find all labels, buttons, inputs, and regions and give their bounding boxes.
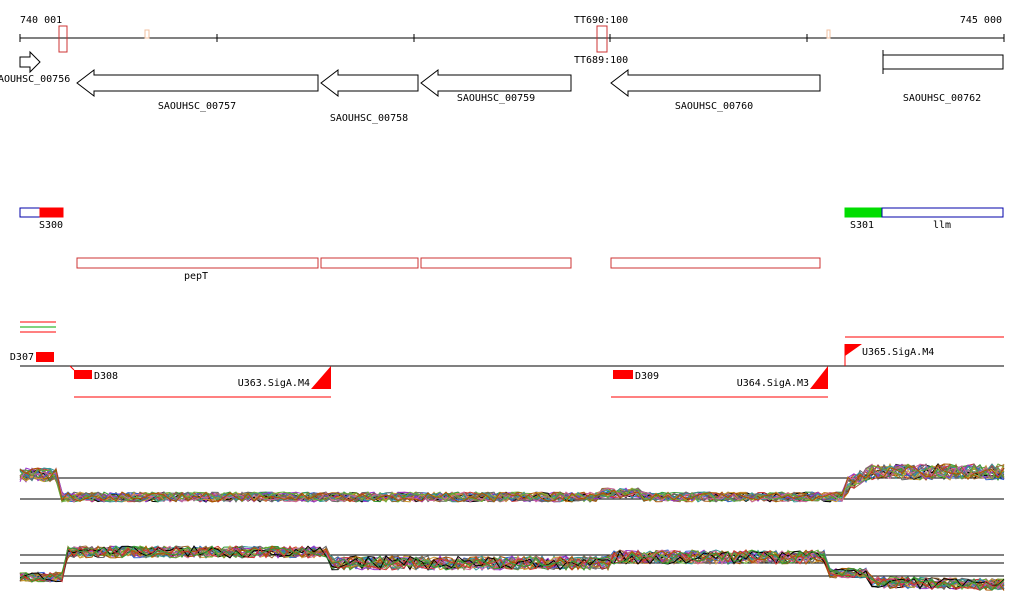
expression-trace bbox=[19, 464, 1005, 503]
expression-trace bbox=[19, 463, 1005, 503]
s300-label: S300 bbox=[39, 220, 63, 231]
operon-box[interactable] bbox=[76, 257, 319, 269]
u365-flag[interactable] bbox=[845, 344, 862, 356]
expression-panel-bottom bbox=[19, 545, 1005, 591]
s301-extension-label: llm bbox=[933, 220, 951, 231]
operon-box[interactable] bbox=[610, 257, 821, 269]
s300-red-box[interactable] bbox=[39, 207, 64, 218]
u363-label: U363.SigA.M4 bbox=[238, 378, 310, 389]
u363-triangle[interactable] bbox=[311, 366, 331, 389]
u364-label: U364.SigA.M3 bbox=[737, 378, 809, 389]
small-marker bbox=[826, 29, 831, 39]
s301-extension-box[interactable] bbox=[881, 207, 1004, 218]
u365-label: U365.SigA.M4 bbox=[862, 347, 934, 358]
segment-track: S300 S301 llm bbox=[19, 207, 1004, 231]
gene-label-sauhsc-00756: AOUHSC_00756 bbox=[0, 74, 70, 85]
expression-trace bbox=[19, 545, 1005, 591]
d309-block[interactable] bbox=[613, 370, 633, 379]
operon-box[interactable] bbox=[320, 257, 419, 269]
operon-box[interactable] bbox=[420, 257, 572, 269]
promoter-track: D307 D308 U363.SigA.M4 D309 U364.SigA.M3… bbox=[10, 321, 1004, 398]
d308-block[interactable] bbox=[74, 370, 92, 379]
expression-panel-top bbox=[19, 462, 1005, 503]
expression-trace bbox=[19, 463, 1005, 503]
gene-label-sauhsc-00757: SAOUHSC_00757 bbox=[158, 101, 236, 112]
expression-trace bbox=[19, 463, 1005, 503]
gene-arrow-sauhsc-00760[interactable] bbox=[610, 68, 821, 98]
u364-triangle[interactable] bbox=[810, 366, 828, 389]
gene-box-sauhsc-00762[interactable] bbox=[882, 54, 1004, 70]
operon-track: pepT bbox=[76, 257, 821, 282]
terminator-top-label: TT690:100 bbox=[574, 15, 628, 26]
d307-block[interactable] bbox=[36, 352, 54, 362]
gene-label-sauhsc-00762: SAOUHSC_00762 bbox=[903, 93, 981, 104]
coordinate-ruler: 740 001 745 000 TT690:100 TT689:100 bbox=[19, 15, 1005, 66]
gene-arrow-sauhsc-00757[interactable] bbox=[76, 68, 319, 98]
d308-label: D308 bbox=[94, 371, 118, 382]
expression-trace bbox=[19, 545, 1005, 591]
terminator-marker[interactable] bbox=[58, 25, 68, 53]
operon-label-pept: pepT bbox=[184, 271, 208, 282]
terminator-marker-tt689[interactable] bbox=[596, 25, 608, 53]
small-marker bbox=[144, 29, 150, 39]
d309-label: D309 bbox=[635, 371, 659, 382]
gene-label-sauhsc-00760: SAOUHSC_00760 bbox=[675, 101, 753, 112]
gene-label-sauhsc-00759: SAOUHSC_00759 bbox=[457, 93, 535, 104]
ruler-start-label: 740 001 bbox=[20, 15, 62, 26]
gene-arrow-sauhsc-00758[interactable] bbox=[320, 68, 419, 98]
gene-label-sauhsc-00758: SAOUHSC_00758 bbox=[330, 113, 408, 124]
expression-trace bbox=[19, 545, 1005, 591]
ruler-end-label: 745 000 bbox=[960, 15, 1002, 26]
s301-green-box[interactable] bbox=[844, 207, 883, 218]
d307-label: D307 bbox=[10, 352, 34, 363]
s300-left-box[interactable] bbox=[19, 207, 41, 218]
gene-arrow-sauhsc-00756[interactable] bbox=[19, 50, 41, 74]
expression-trace bbox=[19, 545, 1005, 589]
terminator-bottom-label: TT689:100 bbox=[574, 55, 628, 66]
gene-track: AOUHSC_00756 SAOUHSC_00757 SAOUHSC_00758… bbox=[0, 50, 1004, 124]
s301-label: S301 bbox=[850, 220, 874, 231]
gene-arrow-sauhsc-00759[interactable] bbox=[420, 68, 572, 98]
